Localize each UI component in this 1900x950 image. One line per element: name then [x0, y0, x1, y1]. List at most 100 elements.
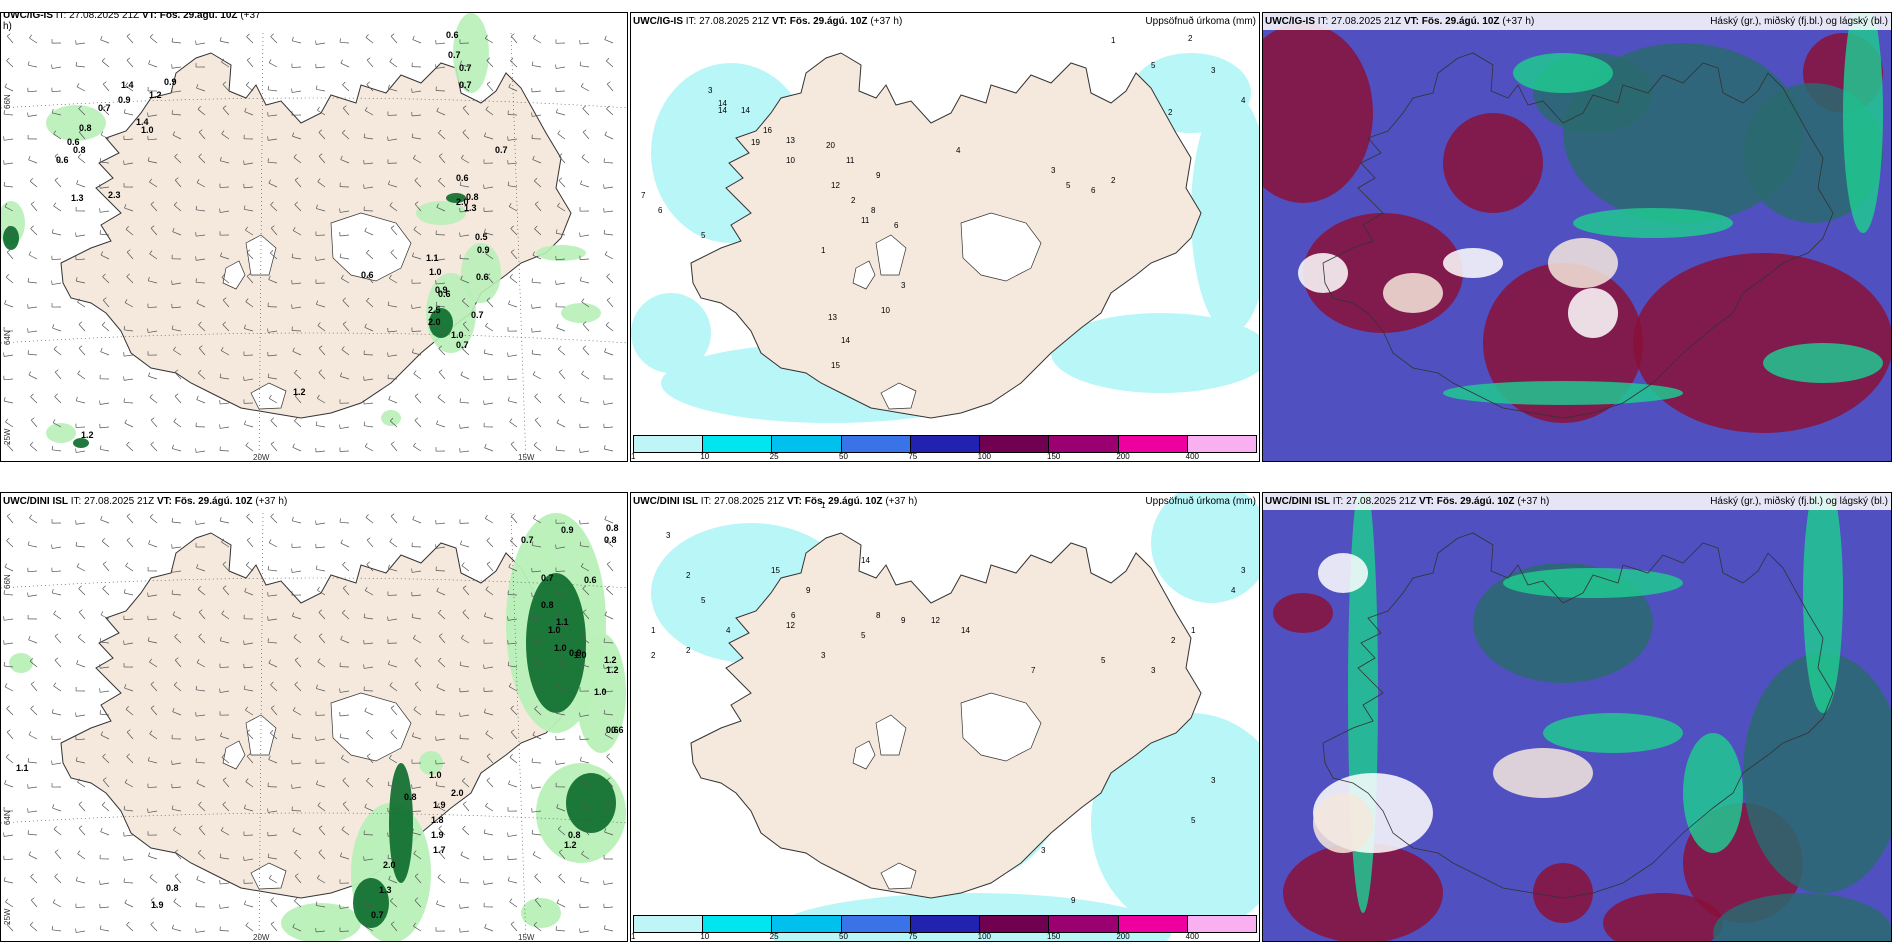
- precip-legend: 1 10 25 50 75 100 150 200 400: [631, 433, 1259, 461]
- value-label: 6: [658, 206, 663, 215]
- value-label: 2: [1111, 176, 1116, 185]
- value-label: 11: [861, 216, 870, 225]
- value-label: 7: [641, 191, 646, 200]
- value-label: 13: [786, 136, 795, 145]
- legend-colorbar: [633, 915, 1257, 933]
- legend-swatch: [910, 916, 981, 932]
- value-label: 12: [931, 616, 940, 625]
- value-label: 3: [1151, 666, 1156, 675]
- legend-ticks: 1 10 25 50 75 100 150 200 400: [631, 452, 1257, 461]
- legend-tick-label: 50: [839, 932, 848, 941]
- value-label: 1.1: [16, 763, 29, 773]
- init-time: IT: 27.08.2025 21Z: [1330, 496, 1419, 507]
- value-label: 0.9: [569, 648, 582, 658]
- init-time: IT: 27.08.2025 21Z: [1315, 16, 1404, 27]
- value-label: 1: [1191, 626, 1196, 635]
- value-label: 0.5: [475, 232, 488, 242]
- valid-label: VT:: [156, 496, 172, 507]
- legend-swatch: [1187, 436, 1256, 452]
- value-label: 0.7: [371, 910, 384, 920]
- field-title: Uppsöfnuð úrkoma (mm): [1145, 16, 1256, 27]
- value-label: 1.3: [71, 193, 84, 203]
- lon-label-15w: 15W: [518, 933, 535, 942]
- value-label: 0.6: [606, 725, 619, 735]
- model-name: UWC/IG-IS: [3, 12, 53, 21]
- value-label: 15: [771, 566, 780, 575]
- iceland-landmass: [60, 532, 572, 899]
- legend-tick-label: 200: [1116, 932, 1130, 941]
- legend-swatch: [703, 916, 773, 932]
- legend-swatch: [1049, 436, 1119, 452]
- value-label: 0.6: [476, 272, 489, 282]
- value-label: 6: [791, 611, 796, 620]
- value-label: 0.9: [118, 95, 131, 105]
- value-label: 0.8: [541, 600, 554, 610]
- legend-swatch: [1049, 916, 1119, 932]
- value-label: 2: [686, 646, 691, 655]
- value-label: 1.0: [554, 643, 567, 653]
- value-label: 14: [718, 99, 727, 108]
- value-label: 5: [701, 596, 706, 605]
- legend-tick-label: 400: [1185, 932, 1200, 941]
- value-label: 1: [821, 246, 826, 255]
- init-time: IT: 27.08.2025 21Z: [683, 16, 772, 27]
- value-label: 1.1: [556, 617, 569, 627]
- value-label: 0.7: [448, 50, 461, 60]
- value-label: 16: [763, 126, 772, 135]
- valid-time: Fös. 29.ágú. 10Z: [801, 496, 883, 507]
- value-label: 10: [786, 156, 795, 165]
- value-label: 0.8: [166, 883, 179, 893]
- value-label: 0.7: [541, 573, 554, 583]
- value-label: 14: [741, 106, 750, 115]
- legend-tick-label: 25: [769, 452, 779, 461]
- valid-label: VT:: [771, 16, 787, 27]
- legend-swatch: [980, 916, 1050, 932]
- value-label: 3: [708, 86, 713, 95]
- lead-time: (+37 h): [1499, 16, 1535, 27]
- value-label: 1.1: [426, 253, 439, 263]
- value-label: 1.3: [379, 885, 392, 895]
- lon-label-20w: 20W: [253, 453, 270, 462]
- value-label: 1.4: [136, 117, 149, 127]
- model-name: UWC/IG-IS: [633, 16, 683, 27]
- valid-time: Fös. 29.ágú. 10Z: [786, 16, 868, 27]
- value-label: 1.8: [431, 815, 444, 825]
- value-label: 5: [701, 231, 706, 240]
- value-label: 20: [826, 141, 835, 150]
- legend-tick-label: 75: [908, 932, 918, 941]
- value-label: 1.2: [81, 430, 94, 440]
- map-wind-dini: 0.9 0.80.80.70.7 0.60.81.01.21.11.01.00.91…: [1, 493, 627, 941]
- valid-label: VT:: [786, 496, 802, 507]
- value-label: 1.3: [464, 203, 477, 213]
- value-label: 0.8: [606, 523, 619, 533]
- map-clouds-ig-is: [1263, 13, 1891, 461]
- legend-swatch: [703, 436, 773, 452]
- value-label: 1.0: [429, 267, 442, 277]
- value-label: 14: [861, 556, 870, 565]
- panel-precip-ig-is: 1 2 3 4 5 2 3 14 14 14 19 16 13 10 7 6 5 20 11 9 8 12 11 4 6 3 2 1 1…: [630, 12, 1260, 462]
- value-label: 6: [1091, 186, 1096, 195]
- value-label: 1.0: [429, 770, 442, 780]
- legend-colorbar: [633, 435, 1257, 453]
- graticule: [1, 512, 627, 941]
- value-label: 2.3: [108, 190, 121, 200]
- init-time: IT: 27.08.2025 21Z: [698, 496, 787, 507]
- value-label: 8: [876, 611, 881, 620]
- value-label: 1.2: [606, 665, 619, 675]
- value-label: 0.8: [568, 830, 581, 840]
- value-label: 3: [1051, 166, 1056, 175]
- iceland-landmass: [690, 532, 1202, 899]
- value-label: 0.6: [584, 575, 597, 585]
- value-label: 1.2: [604, 655, 617, 665]
- value-label: 1: [821, 501, 826, 510]
- precip-legend: 1 10 25 50 75 100 150 200 400: [631, 913, 1259, 941]
- legend-swatch: [841, 916, 911, 932]
- value-label: 3: [1041, 846, 1046, 855]
- legend-tick-label: 50: [839, 452, 848, 461]
- value-label: 0.9: [561, 525, 574, 535]
- model-name: UWC/IG-IS: [1265, 16, 1315, 27]
- wind-barbs: [3, 33, 614, 453]
- cloud-layers: [1273, 493, 1891, 941]
